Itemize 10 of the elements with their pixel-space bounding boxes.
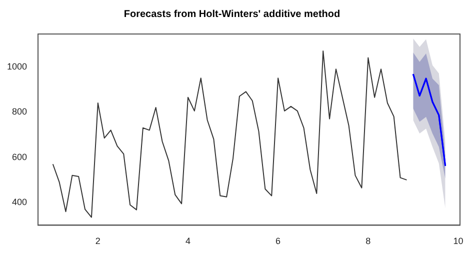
y-tick-label: 400 bbox=[12, 197, 28, 208]
x-tick-label: 4 bbox=[185, 236, 190, 246]
x-tick-label: 8 bbox=[366, 236, 371, 246]
y-tick-label: 600 bbox=[12, 152, 28, 162]
x-tick-label: 2 bbox=[95, 236, 100, 246]
x-tick-label: 6 bbox=[276, 236, 281, 246]
x-tick-label: 10 bbox=[453, 236, 464, 246]
chart-title: Forecasts from Holt-Winters' additive method bbox=[124, 8, 340, 20]
y-tick-label: 1000 bbox=[6, 61, 28, 72]
y-tick-label: 800 bbox=[12, 106, 28, 117]
